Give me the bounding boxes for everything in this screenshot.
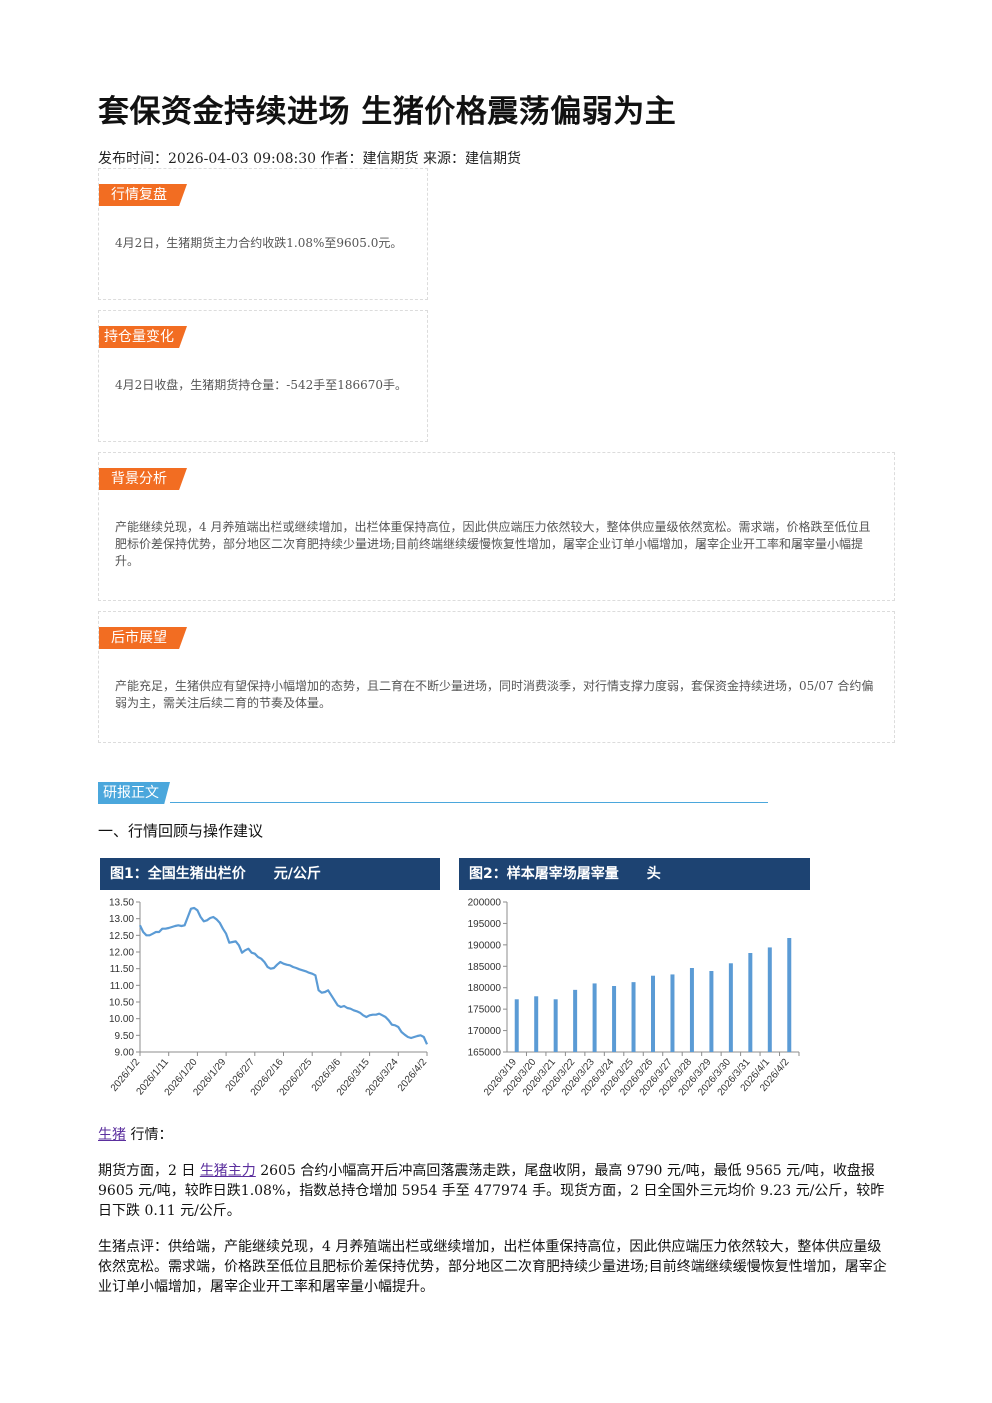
y-tick-label: 165000 bbox=[468, 1048, 502, 1059]
y-tick-label: 10.00 bbox=[109, 1014, 134, 1025]
x-tick-label: 2026/4/2 bbox=[396, 1057, 430, 1094]
position-change-tag: 持仓量变化 bbox=[99, 326, 187, 348]
bar bbox=[592, 983, 597, 1052]
bar bbox=[534, 996, 539, 1052]
outlook-tag: 后市展望 bbox=[99, 627, 187, 649]
hog-market-label: 行情： bbox=[126, 1127, 173, 1143]
y-tick-label: 12.50 bbox=[109, 931, 134, 942]
futures-paragraph-prefix: 期货方面，2 日 bbox=[98, 1163, 200, 1179]
bar bbox=[631, 982, 636, 1052]
background-text: 产能继续兑现，4 月养殖端出栏或继续增加，出栏体重保持高位，因此供应端压力依然较… bbox=[115, 520, 871, 568]
bar bbox=[573, 989, 578, 1052]
outlook-box: 后市展望 产能充足，生猪供应有望保持小幅增加的态势，且二育在不断少量进场，同时消… bbox=[98, 611, 895, 743]
bar bbox=[651, 975, 655, 1052]
y-tick-label: 9.00 bbox=[115, 1048, 135, 1059]
bar bbox=[767, 947, 772, 1052]
hog-commentary-paragraph: 生猪点评：供给端，产能继续兑现，4 月养殖端出栏或继续增加，出栏体重保持高位，因… bbox=[98, 1239, 887, 1295]
background-box: 背景分析 产能继续兑现，4 月养殖端出栏或继续增加，出栏体重保持高位，因此供应端… bbox=[98, 452, 895, 601]
hog-price-line-chart: 13.50 13.00 12.50 12.00 11.50 11.00 10.50 10.00… bbox=[109, 898, 430, 1099]
hog-link[interactable]: 生猪 bbox=[98, 1127, 126, 1143]
hog-market-heading: 生猪 行情： bbox=[98, 1125, 890, 1145]
position-change-text: 4月2日收盘，生猪期货持仓量：-542手至186670手。 bbox=[115, 378, 408, 392]
section-divider bbox=[170, 802, 768, 803]
report-section-tag: 研报正文 bbox=[98, 782, 170, 804]
y-tick-label: 180000 bbox=[468, 983, 502, 994]
bar bbox=[670, 974, 675, 1052]
bar bbox=[709, 971, 714, 1052]
position-change-box: 持仓量变化 4月2日收盘，生猪期货持仓量：-542手至186670手。 bbox=[98, 310, 428, 442]
outlook-text: 产能充足，生猪供应有望保持小幅增加的态势，且二育在不断少量进场，同时消费淡季，对… bbox=[115, 679, 874, 710]
y-tick-label: 195000 bbox=[468, 919, 502, 930]
article-meta: 发布时间：2026-04-03 09:08:30 作者：建信期货 来源：建信期货 bbox=[98, 151, 521, 167]
slaughter-volume-bar-chart: 200000 195000 190000 185000 180000 175000 1700… bbox=[468, 898, 800, 1098]
y-tick-label: 170000 bbox=[468, 1026, 502, 1037]
y-tick-label: 13.00 bbox=[109, 914, 134, 925]
y-tick-label: 200000 bbox=[468, 898, 502, 909]
y-tick-label: 11.00 bbox=[110, 981, 135, 992]
article-title: 套保资金持续进场 生猪价格震荡偏弱为主 bbox=[98, 94, 677, 130]
bar bbox=[787, 938, 792, 1052]
chart2-title: 图2：样本屠宰场屠宰量 头 bbox=[459, 858, 810, 890]
y-tick-label: 12.00 bbox=[109, 948, 134, 959]
y-tick-label: 13.50 bbox=[109, 898, 134, 909]
market-review-box: 行情复盘 4月2日，生猪期货主力合约收跌1.08%至9605.0元。 bbox=[98, 168, 428, 300]
y-tick-label: 9.50 bbox=[115, 1031, 135, 1042]
bar bbox=[553, 999, 558, 1052]
hog-main-contract-link[interactable]: 生猪主力 bbox=[199, 1163, 256, 1179]
y-tick-label: 185000 bbox=[468, 962, 502, 973]
y-tick-label: 11.50 bbox=[110, 964, 135, 975]
price-series-line bbox=[139, 906, 429, 1045]
chart1-title: 图1：全国生猪出栏价 元/公斤 bbox=[100, 858, 440, 890]
report-heading: 一、行情回顾与操作建议 bbox=[98, 822, 264, 840]
background-tag: 背景分析 bbox=[99, 468, 187, 490]
futures-paragraph: 期货方面，2 日 生猪主力 2605 合约小幅高开后冲高回落震荡走跌，尾盘收阴，… bbox=[98, 1161, 890, 1221]
y-tick-label: 190000 bbox=[468, 940, 502, 951]
y-tick-label: 175000 bbox=[468, 1005, 502, 1016]
bar bbox=[514, 999, 519, 1052]
bar bbox=[748, 953, 753, 1052]
bar bbox=[689, 968, 694, 1052]
bar bbox=[612, 986, 617, 1052]
futures-paragraph-body: 2605 合约小幅高开后冲高回落震荡走跌，尾盘收阴，最高 9790 元/吨，最低… bbox=[98, 1163, 885, 1219]
y-tick-label: 10.50 bbox=[109, 998, 134, 1009]
market-review-tag: 行情复盘 bbox=[99, 184, 187, 206]
bar bbox=[728, 963, 733, 1052]
market-review-text: 4月2日，生猪期货主力合约收跌1.08%至9605.0元。 bbox=[115, 236, 403, 250]
